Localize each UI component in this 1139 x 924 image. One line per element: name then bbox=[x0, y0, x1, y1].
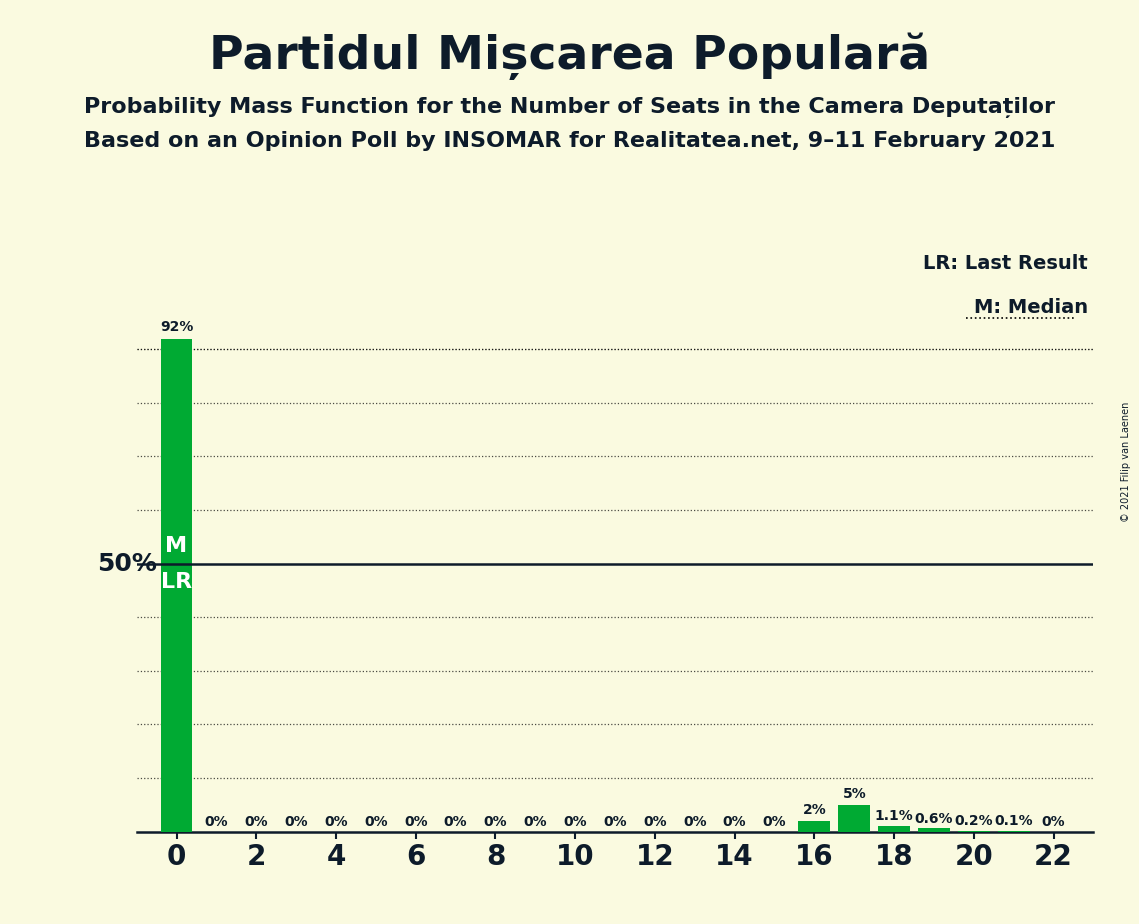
Text: 0.2%: 0.2% bbox=[954, 814, 993, 828]
Text: Partidul Mișcarea Populară: Partidul Mișcarea Populară bbox=[208, 32, 931, 79]
Text: © 2021 Filip van Laenen: © 2021 Filip van Laenen bbox=[1121, 402, 1131, 522]
Text: 0%: 0% bbox=[604, 815, 626, 829]
Bar bbox=[161, 338, 192, 832]
Text: 0%: 0% bbox=[524, 815, 547, 829]
Text: 0%: 0% bbox=[205, 815, 228, 829]
Text: 0.6%: 0.6% bbox=[915, 811, 953, 826]
Bar bbox=[838, 805, 870, 832]
Text: 0%: 0% bbox=[444, 815, 467, 829]
Text: 50%: 50% bbox=[97, 552, 157, 576]
Bar bbox=[958, 831, 990, 832]
Text: 0%: 0% bbox=[325, 815, 347, 829]
Text: 1.1%: 1.1% bbox=[875, 809, 913, 823]
Bar bbox=[878, 826, 910, 832]
Text: 0%: 0% bbox=[245, 815, 268, 829]
Text: 0%: 0% bbox=[763, 815, 786, 829]
Text: 2%: 2% bbox=[803, 803, 826, 817]
Text: 5%: 5% bbox=[843, 786, 866, 800]
Bar bbox=[918, 829, 950, 832]
Text: 92%: 92% bbox=[159, 321, 194, 334]
Text: 0.1%: 0.1% bbox=[994, 814, 1033, 829]
Bar bbox=[798, 821, 830, 832]
Text: M: M bbox=[165, 536, 188, 555]
Text: Based on an Opinion Poll by INSOMAR for Realitatea.net, 9–11 February 2021: Based on an Opinion Poll by INSOMAR for … bbox=[84, 131, 1055, 152]
Text: 0%: 0% bbox=[644, 815, 666, 829]
Text: Probability Mass Function for the Number of Seats in the Camera Deputaților: Probability Mass Function for the Number… bbox=[84, 97, 1055, 118]
Text: 0%: 0% bbox=[683, 815, 706, 829]
Text: 0%: 0% bbox=[723, 815, 746, 829]
Text: 0%: 0% bbox=[364, 815, 387, 829]
Text: 0%: 0% bbox=[404, 815, 427, 829]
Text: LR: LR bbox=[161, 572, 192, 591]
Text: 0%: 0% bbox=[564, 815, 587, 829]
Text: 0%: 0% bbox=[484, 815, 507, 829]
Text: LR: Last Result: LR: Last Result bbox=[923, 253, 1088, 273]
Text: M: Median: M: Median bbox=[974, 298, 1088, 317]
Text: 0%: 0% bbox=[285, 815, 308, 829]
Text: 0%: 0% bbox=[1042, 815, 1065, 829]
